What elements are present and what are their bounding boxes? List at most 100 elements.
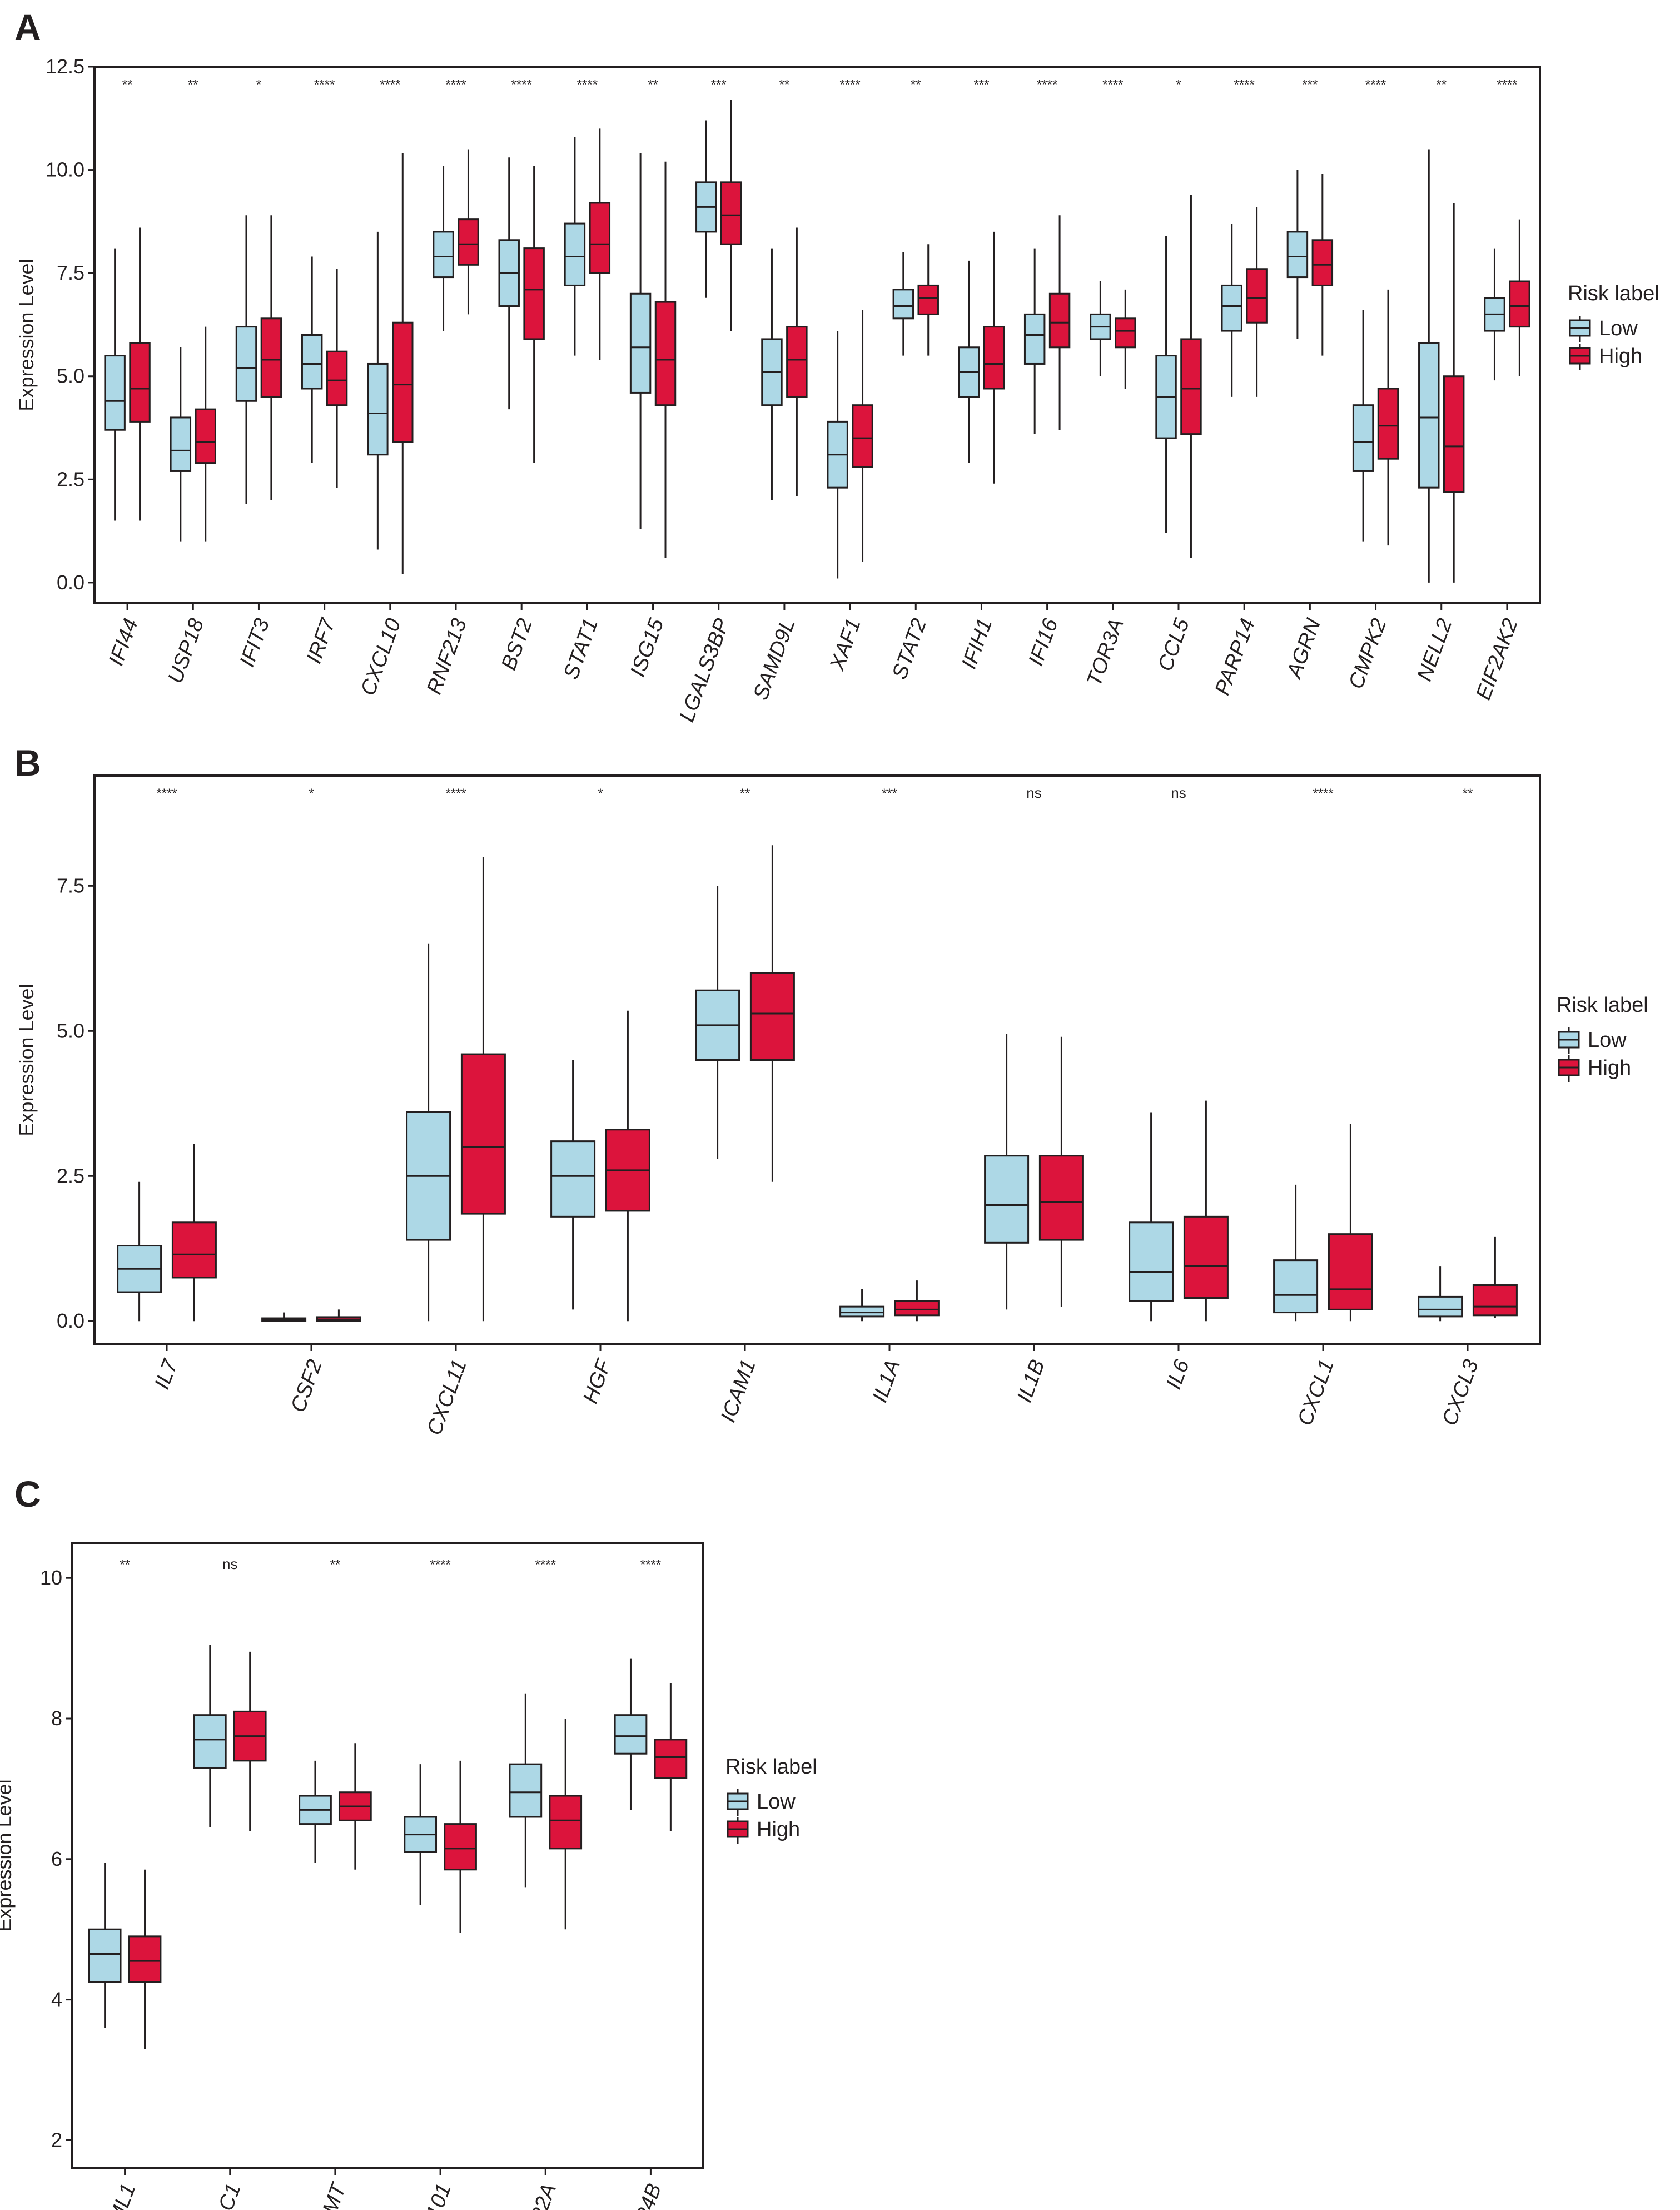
box-iqr: [171, 1221, 217, 1279]
legend-label: Low: [757, 1790, 796, 1814]
significance-label: ****: [1102, 77, 1123, 92]
x-tick-label: TRPML1: [90, 2181, 141, 2210]
box-iqr: [1183, 1215, 1229, 1299]
box-high: [1038, 1036, 1084, 1307]
x-tick-label: CMPK2: [1344, 615, 1391, 692]
panel-letter: B: [14, 742, 41, 783]
box-high: [589, 128, 611, 360]
box-iqr: [193, 1714, 227, 1769]
y-axis-label: Expression Level: [15, 984, 38, 1136]
box-iqr: [1443, 375, 1465, 493]
box-high: [128, 1869, 162, 2049]
plot-frame: [93, 774, 1541, 1345]
panel-a: A 0.0 2.5 5.0 7.5 10.0 12.5 Expression Level IFI…: [14, 7, 1659, 725]
box-high: [852, 310, 873, 562]
x-tick-label: TOR3A: [1082, 615, 1129, 689]
box-iqr: [1286, 231, 1309, 279]
significance-label: **: [911, 77, 921, 92]
box-low: [958, 260, 980, 463]
significance-label: ***: [973, 77, 989, 92]
box-iqr: [260, 317, 282, 398]
legend-title: Risk label: [1557, 994, 1648, 1017]
box-iqr: [550, 1140, 596, 1218]
x-tick-label: IRF7: [302, 614, 340, 666]
box-high: [338, 1743, 372, 1870]
y-tick-label: 7.5: [57, 874, 85, 897]
legend-key-low: [727, 1789, 749, 1816]
box-high: [326, 269, 348, 488]
box-low: [1221, 224, 1242, 397]
box-iqr: [720, 181, 742, 245]
legend-key-high: [1558, 1055, 1580, 1082]
x-tick-label: STAT2: [888, 615, 931, 682]
box-high: [749, 845, 795, 1182]
box-iqr: [589, 202, 611, 274]
x-tick-label: IL1B: [1013, 1357, 1050, 1406]
box-iqr: [433, 231, 454, 279]
box-high: [316, 1309, 361, 1322]
box-high: [523, 166, 545, 463]
y-tick-label: 0.0: [57, 571, 85, 594]
box-iqr: [629, 292, 652, 394]
x-tick-label: CXCL1: [1294, 1357, 1339, 1428]
x-tick-label: IFIH1: [957, 615, 997, 672]
box-high: [460, 857, 506, 1322]
box-high: [233, 1651, 267, 1831]
y-tick-label: 10.0: [46, 158, 85, 181]
box-iqr: [1328, 1233, 1373, 1310]
legend-key-low: [1558, 1027, 1580, 1054]
y-axis-label: Expression Level: [0, 1779, 16, 1931]
significance-label: ****: [156, 786, 177, 801]
significance-label: ns: [222, 1556, 237, 1572]
box-low: [1484, 248, 1505, 381]
box-low: [433, 166, 454, 331]
legend-label: High: [1588, 1056, 1631, 1080]
x-tick-label: HGF: [579, 1355, 617, 1406]
box-iqr: [786, 326, 808, 398]
significance-label: ****: [1365, 77, 1386, 92]
significance-label: ****: [380, 77, 400, 92]
box-iqr: [1418, 342, 1440, 489]
box-iqr: [749, 972, 795, 1061]
legend: Risk label Low High: [725, 1755, 817, 1844]
y-tick-label: 10: [40, 1566, 62, 1589]
box-high: [1048, 215, 1071, 430]
y-tick-label: 0.0: [57, 1309, 85, 1332]
box-low: [406, 943, 451, 1322]
box-iqr: [839, 1305, 885, 1318]
box-iqr: [1129, 1221, 1174, 1302]
legend-label: Low: [1599, 317, 1638, 340]
y-tick-label: 7.5: [57, 261, 85, 284]
box-iqr: [1115, 317, 1136, 349]
significance-label: **: [779, 77, 790, 92]
significance-label: ns: [1171, 784, 1186, 801]
box-low: [498, 157, 520, 410]
x-tick-label: CHMP2A: [509, 2181, 561, 2210]
significance-label: **: [648, 77, 658, 92]
x-tick-label: PARP14: [1211, 615, 1260, 698]
significance-label: ns: [1026, 784, 1041, 801]
box-low: [261, 1312, 307, 1322]
box-low: [367, 231, 389, 550]
y-tick-label: 5.0: [57, 1019, 85, 1042]
legend-title: Risk label: [1568, 282, 1659, 305]
box-high: [786, 227, 808, 496]
x-tick-label: IMMT: [310, 2179, 351, 2210]
box-iqr: [614, 1714, 648, 1755]
box-iqr: [392, 321, 414, 443]
x-tick-label: CXCL11: [423, 1357, 471, 1438]
significance-label: **: [120, 1557, 130, 1572]
box-high: [549, 1719, 583, 1930]
box-low: [1286, 170, 1309, 339]
x-tick-label: BST2: [497, 615, 537, 673]
significance-label: ****: [511, 77, 532, 92]
significance-label: ****: [839, 77, 860, 92]
box-iqr: [1023, 313, 1046, 365]
box-high: [1180, 195, 1202, 558]
box-high: [1328, 1124, 1373, 1322]
box-iqr: [1038, 1155, 1084, 1241]
box-low: [299, 1760, 332, 1863]
box-iqr: [523, 247, 545, 340]
